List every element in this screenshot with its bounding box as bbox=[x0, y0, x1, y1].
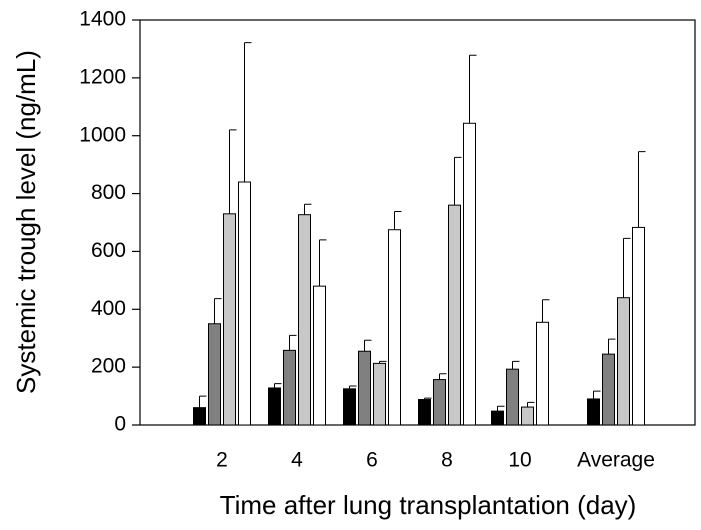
error-bar bbox=[527, 401, 535, 408]
bar bbox=[433, 379, 446, 426]
bar bbox=[602, 353, 615, 426]
error-bar bbox=[289, 334, 297, 351]
x-tick-label: 2 bbox=[216, 449, 228, 472]
bar bbox=[536, 321, 549, 426]
bar bbox=[373, 362, 386, 426]
error-bar bbox=[394, 211, 402, 230]
y-tick-label: 600 bbox=[91, 239, 126, 262]
bar bbox=[463, 122, 476, 426]
y-tick-label: 400 bbox=[91, 297, 126, 320]
error-bar bbox=[454, 156, 462, 206]
x-tick-label: 4 bbox=[291, 449, 303, 472]
bar bbox=[491, 410, 504, 426]
bar bbox=[193, 407, 206, 426]
x-tick-label: 8 bbox=[441, 449, 453, 472]
error-bar bbox=[623, 237, 631, 298]
error-bar bbox=[439, 373, 447, 380]
bar bbox=[358, 350, 371, 426]
bar bbox=[343, 388, 356, 426]
bar bbox=[506, 368, 519, 426]
error-bar bbox=[424, 397, 432, 400]
error-bar bbox=[542, 299, 550, 323]
bar bbox=[283, 349, 296, 426]
error-bar bbox=[349, 385, 357, 389]
x-axis-label: Time after lung transplantation (day) bbox=[220, 490, 637, 520]
error-bar bbox=[638, 151, 646, 228]
y-tick-label: 1400 bbox=[79, 8, 126, 31]
bar bbox=[448, 204, 461, 426]
bar bbox=[521, 406, 534, 426]
bar bbox=[223, 213, 236, 426]
bar bbox=[587, 398, 600, 426]
error-bar bbox=[512, 360, 520, 370]
y-axis-label: Systemic trough level (ng/mL) bbox=[11, 50, 41, 394]
error-bar bbox=[319, 239, 327, 287]
error-bar bbox=[199, 395, 207, 408]
y-tick-label: 1000 bbox=[79, 123, 126, 146]
x-tick-label: 10 bbox=[508, 449, 531, 472]
error-bar bbox=[244, 42, 252, 182]
y-tick-label: 800 bbox=[91, 181, 126, 204]
error-bar bbox=[608, 338, 616, 355]
error-bar bbox=[379, 360, 387, 364]
x-tick-label: 6 bbox=[366, 449, 378, 472]
error-bar bbox=[593, 390, 601, 399]
error-bar bbox=[304, 203, 312, 215]
error-bar bbox=[229, 129, 237, 214]
bar bbox=[418, 399, 431, 426]
x-tick-label: Average bbox=[577, 449, 655, 472]
y-tick-label: 200 bbox=[91, 355, 126, 378]
bar bbox=[298, 214, 311, 426]
error-bar bbox=[274, 383, 282, 388]
plot-frame bbox=[139, 19, 696, 426]
bar bbox=[632, 226, 645, 426]
bar bbox=[208, 323, 221, 426]
bar bbox=[388, 229, 401, 426]
y-tick-label: 0 bbox=[114, 413, 126, 436]
error-bar bbox=[469, 54, 477, 124]
bar bbox=[313, 285, 326, 426]
y-tick-label: 1200 bbox=[79, 65, 126, 88]
bar bbox=[268, 387, 281, 426]
bar bbox=[617, 297, 630, 426]
error-bar bbox=[364, 339, 372, 352]
error-bar bbox=[497, 405, 505, 412]
bar bbox=[238, 181, 251, 426]
error-bar bbox=[214, 298, 222, 324]
